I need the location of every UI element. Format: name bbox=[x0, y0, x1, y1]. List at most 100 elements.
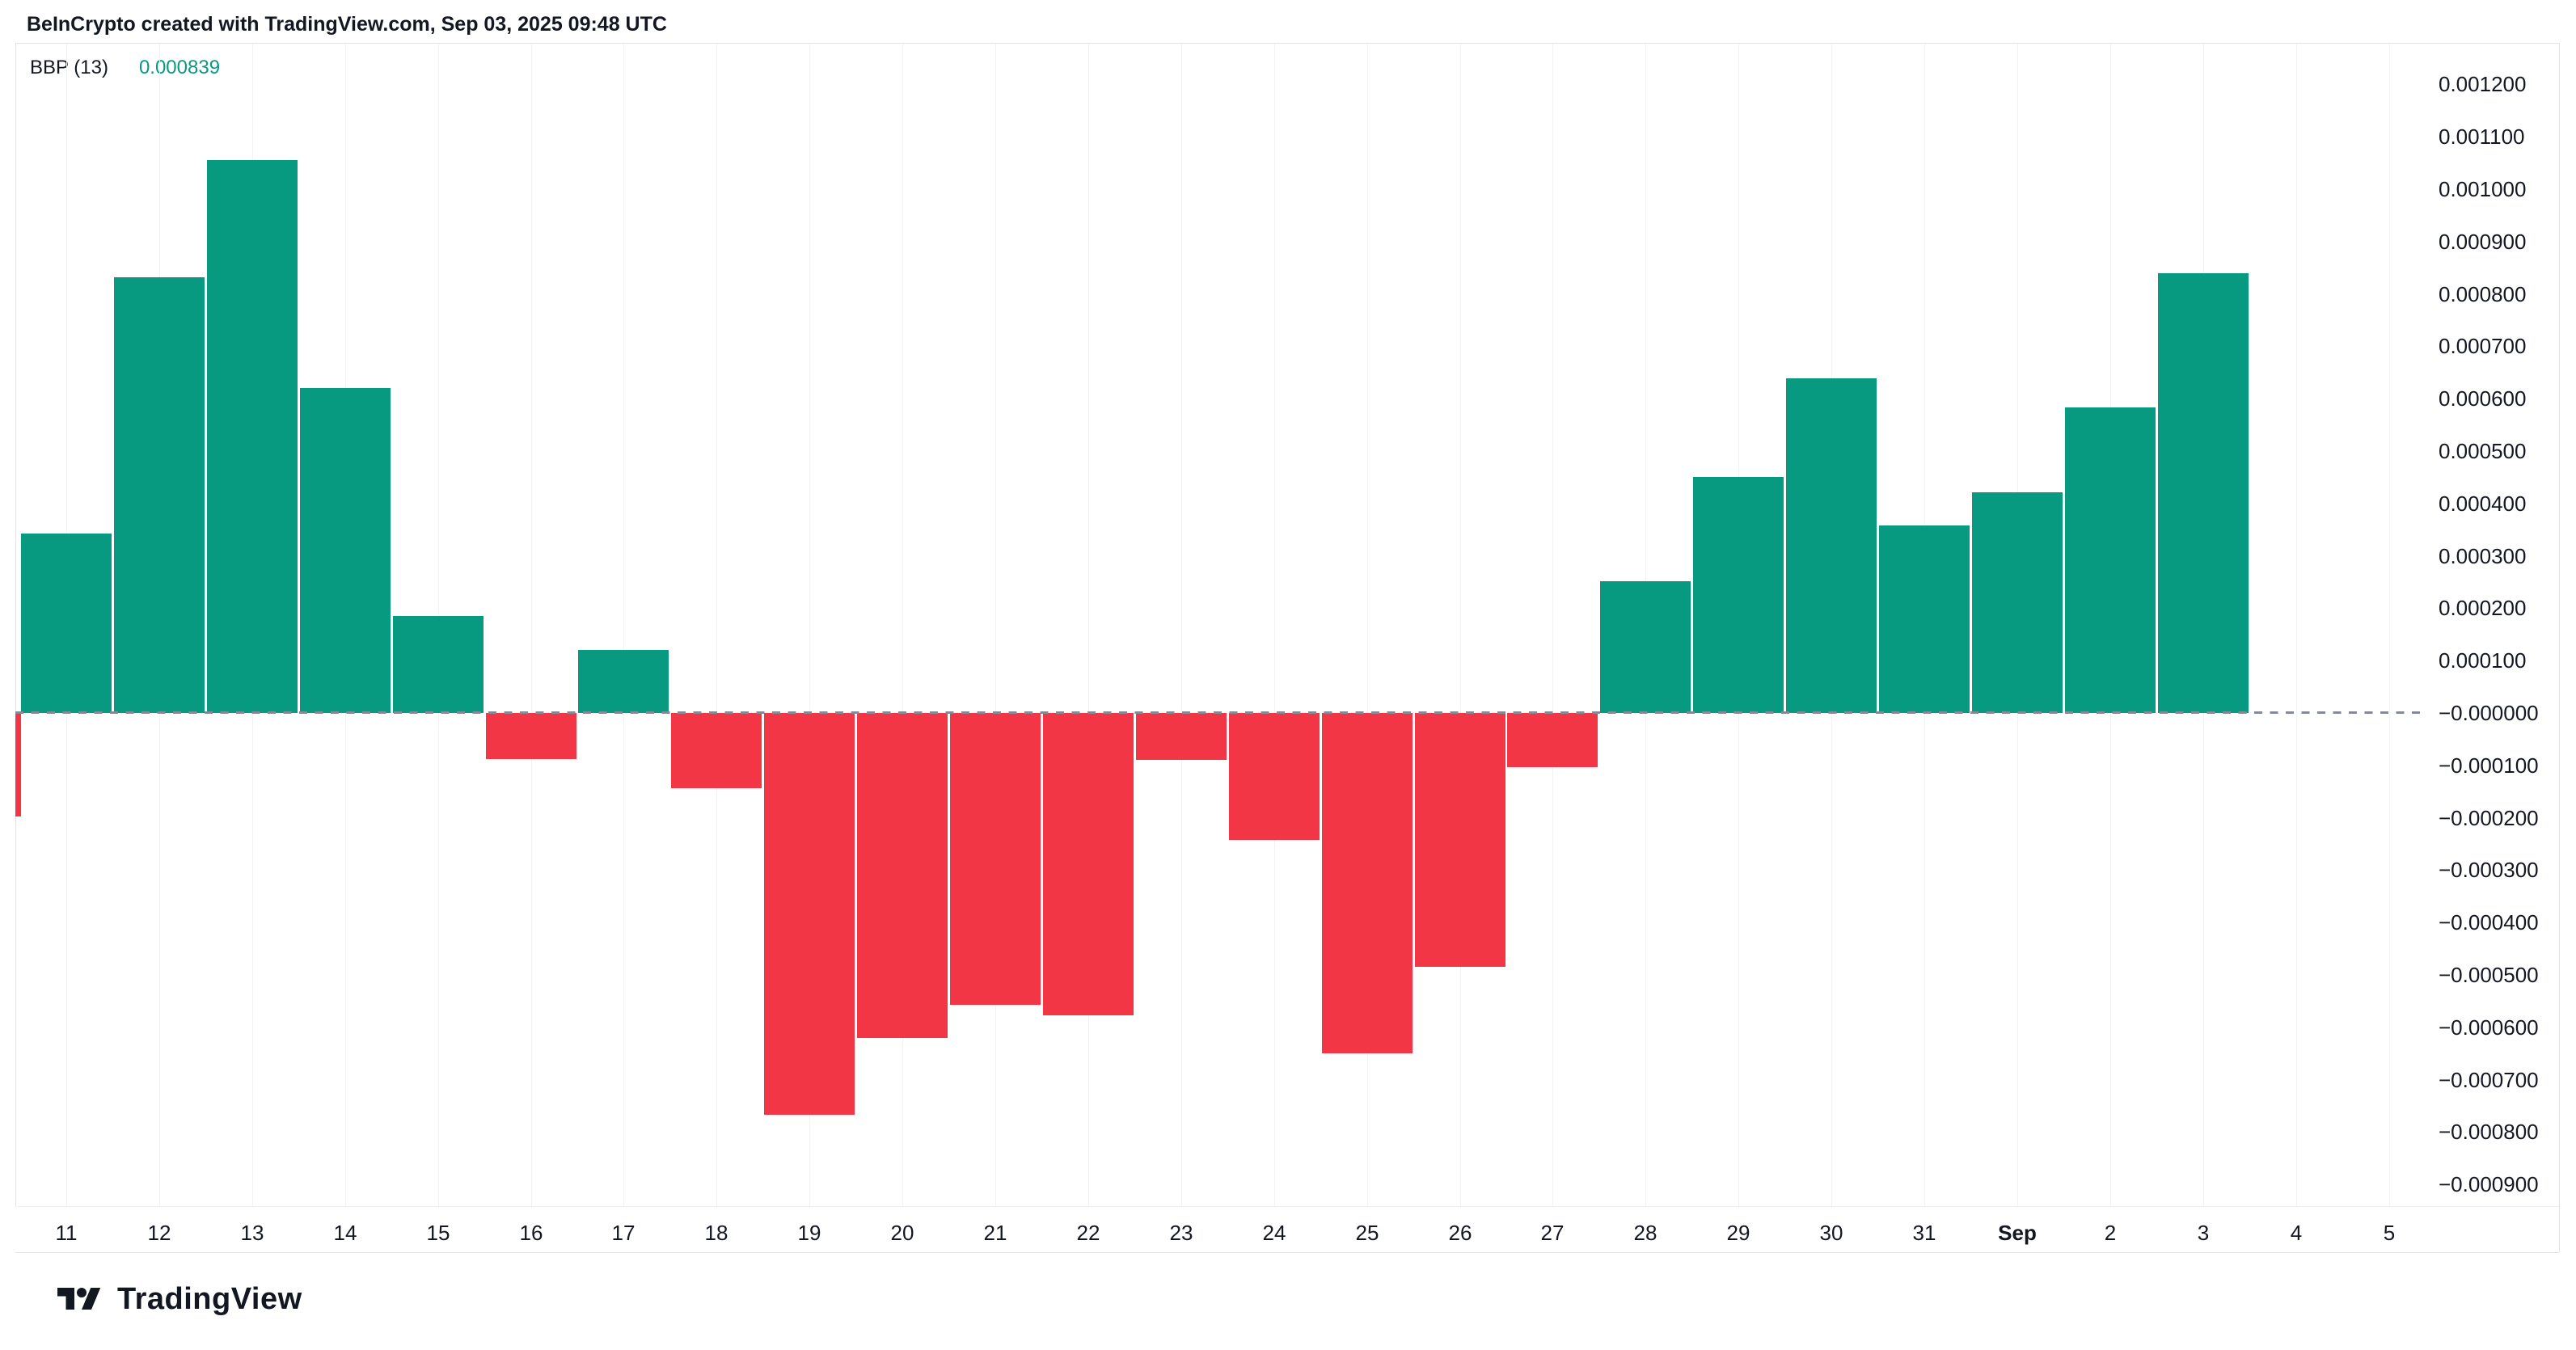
bar-positive bbox=[393, 616, 484, 713]
bar-negative bbox=[486, 713, 576, 759]
bar-positive bbox=[1693, 477, 1784, 713]
price-axis-right-border bbox=[2559, 43, 2560, 1252]
time-axis-label: 27 bbox=[1540, 1221, 1565, 1245]
time-axis-top-border bbox=[15, 1206, 2559, 1207]
attribution-header: BeInCrypto created with TradingView.com,… bbox=[27, 13, 667, 36]
time-axis-label: 4 bbox=[2290, 1221, 2303, 1245]
gridline bbox=[2389, 44, 2390, 1206]
gridline bbox=[995, 44, 996, 1206]
time-axis-label: 30 bbox=[1819, 1221, 1843, 1245]
price-axis-label: 0.000400 bbox=[2439, 491, 2527, 516]
time-axis-label: 16 bbox=[519, 1221, 543, 1245]
price-axis-label: 0.000900 bbox=[2439, 230, 2527, 254]
time-axis-label: 2 bbox=[2104, 1221, 2117, 1245]
time-axis-label: 5 bbox=[2383, 1221, 2396, 1245]
bar-positive bbox=[1972, 492, 2063, 713]
price-axis-label: 0.000100 bbox=[2439, 648, 2527, 673]
price-axis-label: 0.000300 bbox=[2439, 544, 2527, 568]
gridline bbox=[716, 44, 717, 1206]
pane-top-border bbox=[15, 43, 2559, 44]
price-axis-label: 0.001000 bbox=[2439, 177, 2527, 201]
bar-negative bbox=[1229, 713, 1320, 840]
bar-negative bbox=[15, 713, 21, 816]
zero-dashed-line bbox=[15, 711, 2424, 714]
time-axis-label: 18 bbox=[704, 1221, 728, 1245]
time-axis-label: 14 bbox=[333, 1221, 357, 1245]
gridline bbox=[809, 44, 810, 1206]
price-axis-label: 0.001100 bbox=[2439, 124, 2525, 149]
gridline bbox=[1088, 44, 1089, 1206]
tradingview-logo-icon bbox=[57, 1287, 101, 1310]
time-axis-bottom-border bbox=[15, 1252, 2559, 1253]
bar-negative bbox=[1322, 713, 1413, 1053]
price-axis-label: −0.000100 bbox=[2439, 753, 2539, 778]
time-axis-label: 19 bbox=[797, 1221, 821, 1245]
time-axis-label: 11 bbox=[55, 1221, 78, 1245]
price-axis-label: 0.000600 bbox=[2439, 386, 2527, 411]
bar-positive bbox=[2065, 407, 2156, 713]
bar-positive bbox=[300, 388, 391, 713]
price-axis-label: 0.001200 bbox=[2439, 72, 2527, 96]
price-axis-label: −0.000700 bbox=[2439, 1068, 2539, 1092]
price-axis-label: 0.000800 bbox=[2439, 282, 2527, 306]
price-axis-label: −0.000300 bbox=[2439, 858, 2539, 882]
price-axis-label: −0.000800 bbox=[2439, 1120, 2539, 1144]
gridline bbox=[623, 44, 624, 1206]
gridline bbox=[2296, 44, 2297, 1206]
bar-negative bbox=[1136, 713, 1227, 760]
bar-negative bbox=[1507, 713, 1598, 767]
bar-positive bbox=[1600, 581, 1691, 713]
time-axis-label: 25 bbox=[1355, 1221, 1379, 1245]
indicator-legend-row: BBP (13) 0.000839 bbox=[30, 57, 220, 79]
price-axis-label: −0.000500 bbox=[2439, 963, 2539, 987]
time-axis-label: 29 bbox=[1726, 1221, 1750, 1245]
time-axis-label: 28 bbox=[1633, 1221, 1658, 1245]
indicator-value: 0.000839 bbox=[138, 57, 221, 78]
gridline bbox=[1460, 44, 1461, 1206]
price-axis-label: 0.000700 bbox=[2439, 334, 2527, 358]
indicator-name: BBP (13) bbox=[30, 57, 108, 78]
bar-positive bbox=[578, 650, 669, 713]
bar-negative bbox=[764, 713, 855, 1115]
bar-negative bbox=[950, 713, 1041, 1005]
time-axis-label: 21 bbox=[983, 1221, 1007, 1245]
gridline bbox=[1181, 44, 1182, 1206]
time-axis-label: 22 bbox=[1076, 1221, 1100, 1245]
time-axis-label: 31 bbox=[1912, 1221, 1936, 1245]
time-axis-label: 26 bbox=[1448, 1221, 1472, 1245]
bar-positive bbox=[207, 160, 298, 713]
bar-positive bbox=[21, 534, 112, 713]
bar-negative bbox=[1415, 713, 1505, 967]
gridline bbox=[1367, 44, 1368, 1206]
tradingview-logo-text: TradingView bbox=[117, 1282, 302, 1316]
time-axis-label: 24 bbox=[1262, 1221, 1286, 1245]
price-axis-label: −0.000000 bbox=[2439, 701, 2539, 725]
time-axis-label: 12 bbox=[147, 1221, 171, 1245]
price-axis-label: −0.000600 bbox=[2439, 1015, 2539, 1040]
time-axis-label: 17 bbox=[611, 1221, 636, 1245]
bar-positive bbox=[114, 277, 205, 713]
time-axis-label: 3 bbox=[2197, 1221, 2210, 1245]
gridline bbox=[1274, 44, 1275, 1206]
time-axis-label: 15 bbox=[426, 1221, 450, 1245]
bar-positive bbox=[1786, 378, 1877, 713]
tradingview-logo[interactable]: TradingView bbox=[57, 1282, 302, 1317]
price-axis-label: −0.000200 bbox=[2439, 806, 2539, 830]
time-axis-label: 23 bbox=[1169, 1221, 1193, 1245]
time-axis-label: 13 bbox=[240, 1221, 264, 1245]
price-axis-label: −0.000400 bbox=[2439, 910, 2539, 934]
time-axis-label: Sep bbox=[1998, 1221, 2037, 1245]
gridline bbox=[902, 44, 903, 1206]
bar-positive bbox=[2158, 273, 2249, 713]
pane-left-border bbox=[15, 43, 16, 1206]
gridline bbox=[531, 44, 532, 1206]
price-axis-label: −0.000900 bbox=[2439, 1172, 2539, 1196]
gridline bbox=[1552, 44, 1553, 1206]
bar-negative bbox=[671, 713, 762, 788]
price-axis-label: 0.000500 bbox=[2439, 439, 2527, 463]
bar-negative bbox=[857, 713, 948, 1038]
time-axis-label: 20 bbox=[890, 1221, 914, 1245]
bar-positive bbox=[1879, 525, 1970, 713]
price-axis-label: 0.000200 bbox=[2439, 596, 2527, 620]
